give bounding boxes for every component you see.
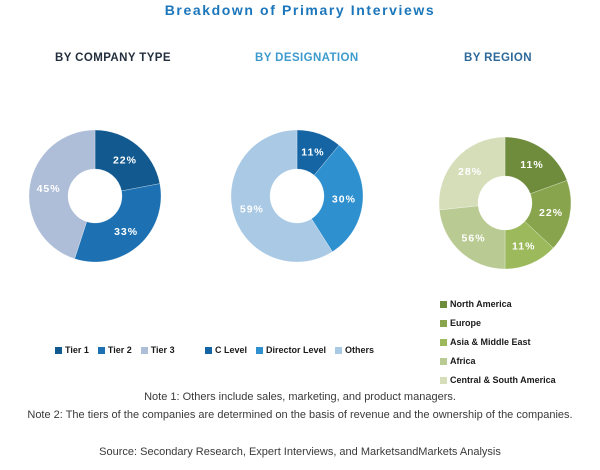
donut-slice-director-level [311,144,364,253]
source-line: Source: Secondary Research, Expert Inter… [99,446,501,458]
donut-chart-designation: 11% 30% 59% [230,129,364,263]
legend-label: Tier 3 [150,345,175,355]
donut-slice-others [230,129,333,263]
legend-label: C Level [215,345,248,355]
slice-label-north-america: 11% [520,159,543,171]
donut-chart-region: 11% 22% 11% 56% 28% [438,136,572,270]
legend-item-asia-middle-east: Asia & Middle East [440,337,531,347]
donut-chart-company-type: 22% 33% 45% [28,129,162,263]
slice-label-asia-middle-east: 11% [512,241,535,253]
legend-label: Asia & Middle East [450,337,531,347]
donut-slice-central-south-america [438,136,506,211]
slice-label-c-level: 11% [301,146,324,158]
slice-label-tier-1: 22% [113,154,137,166]
legend-company-type: Tier 1 Tier 2 Tier 3 [55,345,175,355]
legend-label: Director Level [266,345,327,355]
chart-heading-designation: BY DESIGNATION [255,52,359,64]
legend-swatch-icon [335,346,343,354]
legend-swatch-icon [140,346,148,354]
legend-label: North America [450,299,512,309]
legend-label: Africa [450,356,476,366]
slice-label-director-level: 30% [332,193,356,205]
legend-item-c-level: C Level [205,345,247,355]
donut-slice-tier-2 [74,183,162,263]
legend-swatch-icon [205,346,212,354]
legend-swatch-icon [440,319,447,327]
legend-swatch-icon [440,357,447,365]
figure-title: Breakdown of Primary Interviews [164,2,436,18]
legend-swatch-icon [55,346,62,354]
slice-label-tier-3: 45% [37,183,61,195]
donut-slice-tier-3 [28,129,96,260]
legend-item-tier-1: Tier 1 [55,345,89,355]
slice-label-central-south-america: 28% [458,166,482,178]
note-2: Note 2: The tiers of the companies are d… [27,409,573,421]
legend-swatch-icon [440,300,447,308]
legend-designation: C Level Director Level Others [205,345,374,355]
legend-item-others: Others [335,345,374,355]
legend-item-europe: Europe [440,318,481,328]
donut-slice-africa [439,205,506,270]
legend-item-director-level: Director Level [256,345,326,355]
legend-label: Tier 1 [65,345,89,355]
slice-label-africa: 56% [462,232,486,244]
slice-label-tier-2: 33% [114,226,138,238]
legend-item-tier-2: Tier 2 [97,345,132,355]
legend-item-central-south-america: Central & South America [440,375,556,385]
chart-heading-region: BY REGION [464,52,532,64]
legend-swatch-icon [97,346,105,354]
legend-label: Others [345,345,375,355]
chart-heading-company-type: BY COMPANY TYPE [55,52,171,64]
note-1: Note 1: Others include sales, marketing,… [144,391,456,403]
legend-label: Europe [450,318,482,328]
legend-label: Central & South America [450,375,556,385]
donut-slice-tier-1 [94,129,161,192]
legend-swatch-icon [440,376,447,384]
slice-label-europe: 22% [539,207,563,219]
legend-swatch-icon [256,346,264,354]
legend-region: North America Europe Asia & Middle East Afr… [440,299,556,385]
legend-label: Tier 2 [107,345,132,355]
slice-label-others: 59% [240,204,264,216]
legend-swatch-icon [440,338,447,346]
legend-item-africa: Africa [440,356,476,366]
legend-item-north-america: North America [440,299,512,309]
legend-item-tier-3: Tier 3 [140,345,175,355]
